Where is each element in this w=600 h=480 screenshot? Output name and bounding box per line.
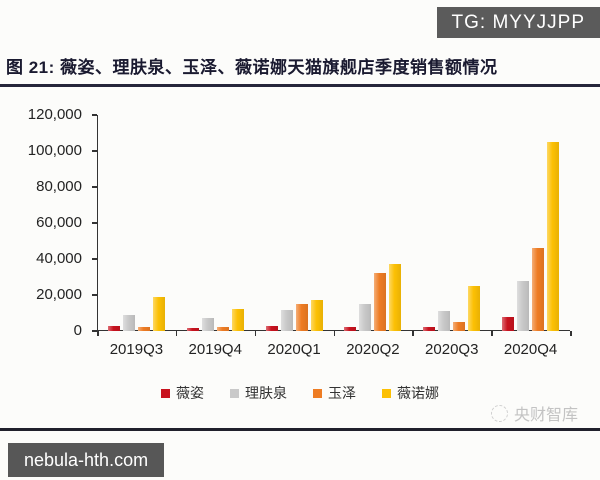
y-tick-label: 20,000 <box>36 286 82 303</box>
legend-label: 薇诺娜 <box>397 385 439 401</box>
y-tick-label: 120,000 <box>27 106 82 123</box>
bar-series-0-cat-0 <box>107 325 120 331</box>
x-tick-mark <box>333 331 335 336</box>
legend-swatch-icon <box>161 388 170 398</box>
y-tick-mark <box>92 150 97 152</box>
telegram-banner: TG: MYYJJPP <box>436 7 600 38</box>
figure-title: 图 21: 薇姿、理肤泉、玉泽、薇诺娜天猫旗舰店季度销售额情况 <box>6 58 498 77</box>
legend-swatch-icon <box>313 388 322 398</box>
bar-series-1-cat-3 <box>359 304 372 331</box>
bar-series-0-cat-2 <box>265 325 278 331</box>
y-tick-mark <box>92 222 97 224</box>
y-tick-mark <box>92 186 97 188</box>
y-tick-mark <box>92 114 97 116</box>
bar-series-0-cat-5 <box>502 316 515 331</box>
legend-label: 玉泽 <box>328 385 356 401</box>
y-tick-label: 100,000 <box>27 142 82 159</box>
bar-series-1-cat-1 <box>201 318 214 331</box>
title-underline <box>0 84 600 87</box>
bar-series-3-cat-2 <box>310 300 323 331</box>
bar-series-1-cat-5 <box>517 280 530 331</box>
bar-series-3-cat-1 <box>231 308 244 331</box>
legend-item-1: 理肤泉 <box>230 383 287 403</box>
bar-series-3-cat-5 <box>547 142 560 331</box>
legend-item-2: 玉泽 <box>313 383 356 403</box>
y-tick-label: 40,000 <box>36 250 82 267</box>
x-tick-mark <box>175 331 178 336</box>
bar-series-0-cat-1 <box>186 328 199 331</box>
legend-label: 薇姿 <box>176 385 204 401</box>
bar-series-2-cat-0 <box>137 326 150 331</box>
bar-series-3-cat-3 <box>389 263 402 331</box>
watermark-url: nebula-hth.com <box>8 443 165 477</box>
x-axis-label: 2020Q2 <box>346 341 400 358</box>
bar-series-1-cat-2 <box>280 310 293 331</box>
y-tick-label: 60,000 <box>36 214 82 231</box>
x-tick-mark <box>412 331 414 336</box>
globe-icon <box>490 404 508 422</box>
y-tick-mark <box>92 258 97 260</box>
bar-series-3-cat-4 <box>468 286 481 331</box>
bar-series-0-cat-3 <box>344 326 357 331</box>
x-axis-label: 2019Q3 <box>109 341 164 358</box>
bar-series-2-cat-5 <box>532 248 545 331</box>
y-tick-label: 0 <box>73 322 82 339</box>
bar-series-2-cat-1 <box>216 327 229 331</box>
legend-label: 理肤泉 <box>245 385 287 401</box>
x-tick-mark <box>570 331 572 336</box>
url-text: nebula-hth.com <box>24 450 149 470</box>
y-tick-label: 80,000 <box>36 178 82 195</box>
x-axis-label: 2020Q1 <box>267 341 321 358</box>
x-axis-label: 2019Q4 <box>188 341 242 358</box>
x-axis-label: 2020Q3 <box>425 341 479 358</box>
legend-swatch-icon <box>382 388 391 398</box>
legend-item-0: 薇姿 <box>161 383 204 403</box>
watermark-cfzk: 央财智库 <box>490 401 578 425</box>
watermark-cfzk-text: 央财智库 <box>513 407 578 424</box>
bar-series-0-cat-4 <box>423 327 436 331</box>
legend-swatch-icon <box>230 388 239 398</box>
bar-series-2-cat-3 <box>374 273 387 331</box>
x-tick-mark <box>254 331 257 336</box>
y-tick-mark <box>92 330 97 332</box>
legend-item-3: 薇诺娜 <box>382 383 439 403</box>
y-tick-mark <box>92 294 97 296</box>
bar-series-1-cat-4 <box>438 311 451 331</box>
x-tick-mark <box>97 331 99 336</box>
x-axis-label: 2020Q4 <box>503 341 558 358</box>
bar-series-2-cat-4 <box>453 322 466 331</box>
chart-legend: 薇姿 理肤泉 玉泽 薇诺娜 <box>0 384 600 402</box>
bar-series-1-cat-0 <box>122 314 135 331</box>
x-tick-mark <box>491 331 493 336</box>
bar-series-2-cat-2 <box>295 304 308 331</box>
plot-area <box>97 115 570 331</box>
bottom-divider <box>0 428 600 431</box>
banner-text: TG: MYYJJPP <box>451 12 585 33</box>
bar-series-3-cat-0 <box>152 296 165 331</box>
